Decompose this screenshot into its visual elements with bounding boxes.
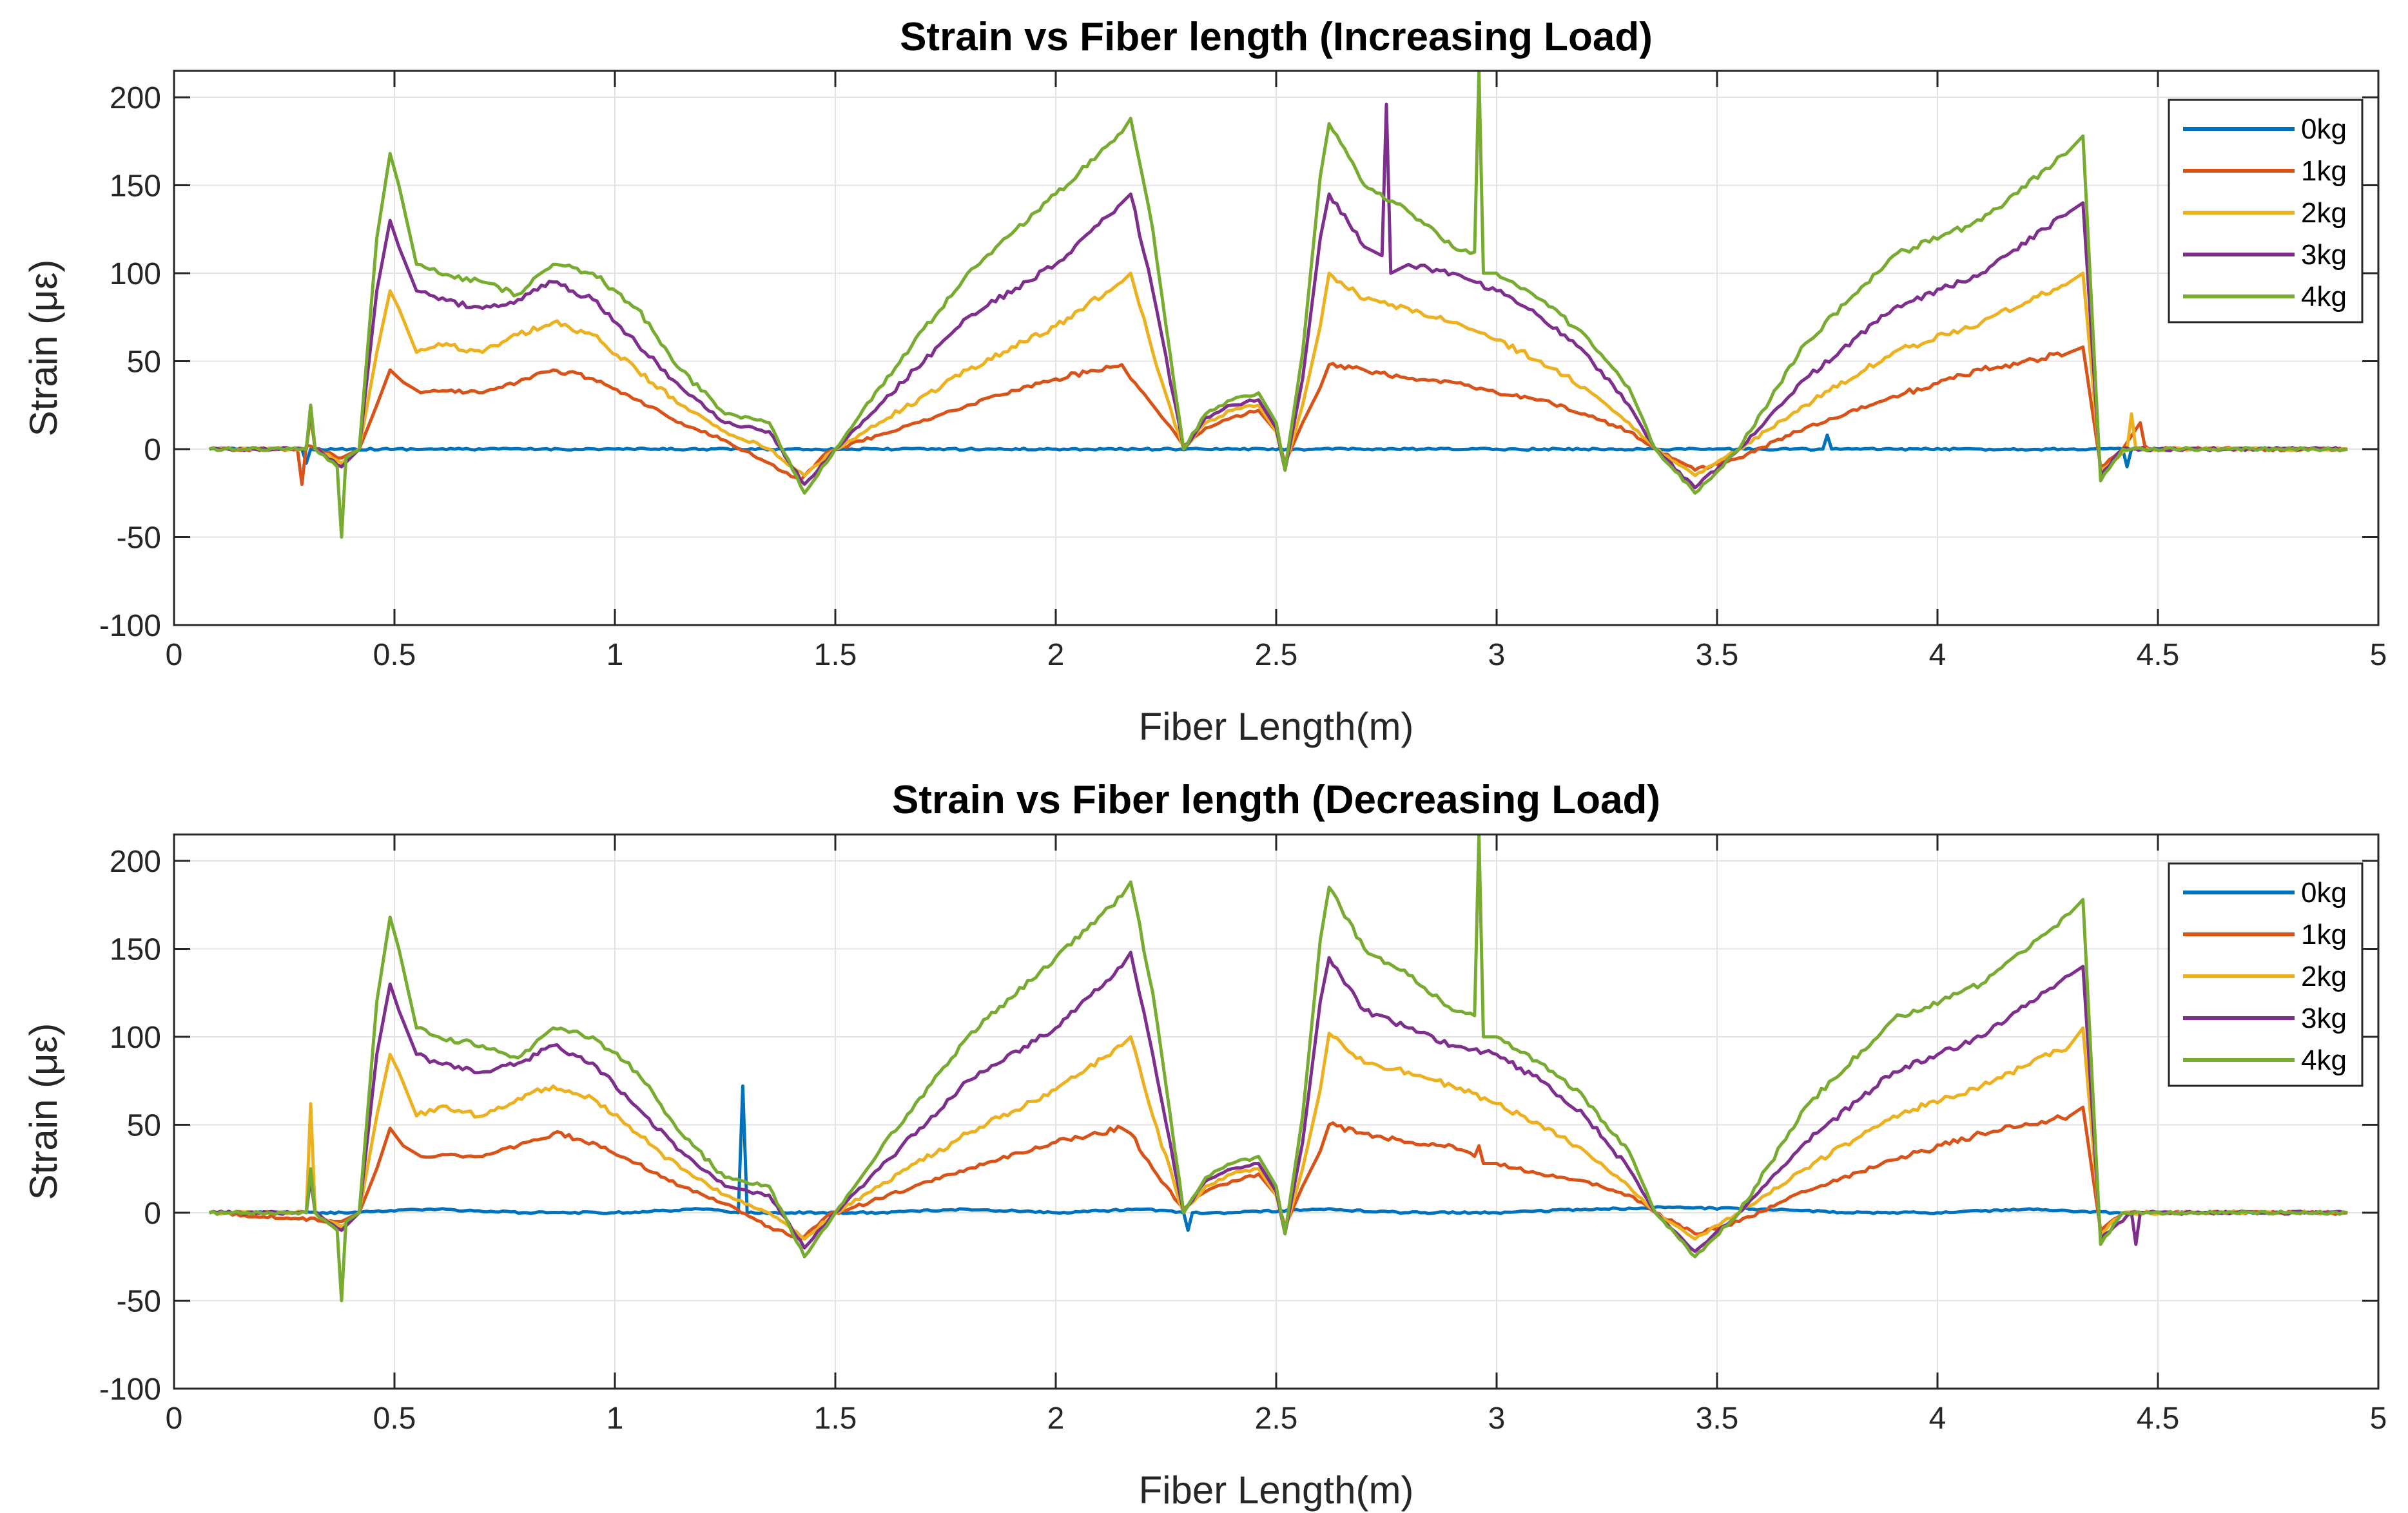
- series-group: [208, 834, 2348, 1302]
- y-tick-label: 0: [144, 433, 161, 467]
- x-axis-label: Fiber Length(m): [1139, 1469, 1414, 1512]
- legend-label: 0kg: [2301, 113, 2347, 145]
- chart-title: Strain vs Fiber length (Increasing Load): [900, 15, 1653, 59]
- legend-label: 2kg: [2301, 197, 2347, 229]
- legend-label: 4kg: [2301, 1045, 2347, 1076]
- x-tick-label: 1: [607, 1402, 624, 1436]
- y-axis-label: Strain (με): [22, 260, 65, 437]
- legend-label: 2kg: [2301, 961, 2347, 992]
- legend-label: 4kg: [2301, 281, 2347, 313]
- y-tick-label: 200: [110, 81, 161, 115]
- legend: 0kg 1kg 2kg 3kg 4kg: [2168, 99, 2364, 323]
- x-tick-label: 0: [166, 1402, 183, 1436]
- x-tick-label: 2.5: [1255, 1402, 1298, 1436]
- x-tick-label: 3.5: [1696, 638, 1739, 672]
- x-axis-label: Fiber Length(m): [1139, 705, 1414, 748]
- x-tick-label: 3.5: [1696, 1402, 1739, 1436]
- x-tick-label: 2: [1047, 1402, 1065, 1436]
- x-tick-label: 4: [1929, 638, 1947, 672]
- x-tick-label: 3: [1488, 1402, 1506, 1436]
- y-tick-label: 50: [127, 345, 161, 379]
- legend-label: 0kg: [2301, 877, 2347, 909]
- x-tick-label: 4.5: [2137, 638, 2180, 672]
- legend-label: 1kg: [2301, 919, 2347, 950]
- y-tick-label: 150: [110, 932, 161, 967]
- chart-panel-2: 0 0.5 1 1.5 2 2.5 3 3.5 4 4.5 5 -100 -50 0 50 100 150 200…: [22, 778, 2387, 1512]
- legend-label: 3kg: [2301, 1003, 2347, 1034]
- legend-label: 3kg: [2301, 239, 2347, 271]
- chart-panel-1: 0 0.5 1 1.5 2 2.5 3 3.5 4 4.5 5 -100 -50 0 50 100 150 200…: [22, 15, 2387, 748]
- y-tick-label: 200: [110, 845, 161, 879]
- series-line-4kg: [208, 834, 2348, 1302]
- legend-label: 1kg: [2301, 155, 2347, 187]
- series-line-0kg: [209, 433, 2348, 468]
- series-group: [208, 71, 2348, 539]
- x-tick-label: 3: [1488, 638, 1506, 672]
- y-tick-label: 100: [110, 257, 161, 291]
- x-tick-label: 4.5: [2137, 1402, 2180, 1436]
- y-axis-label: Strain (με): [22, 1023, 65, 1200]
- y-tick-label: 0: [144, 1197, 161, 1231]
- legend: 0kg 1kg 2kg 3kg 4kg: [2168, 862, 2364, 1087]
- y-tick-label: 150: [110, 169, 161, 203]
- chart-title: Strain vs Fiber length (Decreasing Load): [892, 778, 1660, 822]
- x-tick-label: 1: [607, 638, 624, 672]
- x-tick-label: 4: [1929, 1402, 1947, 1436]
- x-tick-label: 1.5: [814, 638, 857, 672]
- ticks: 0 0.5 1 1.5 2 2.5 3 3.5 4 4.5 5 -100 -50 0 50 100 150 200: [99, 834, 2387, 1436]
- y-tick-label: -50: [117, 521, 161, 555]
- y-tick-label: -100: [99, 609, 161, 643]
- x-tick-label: 1.5: [814, 1402, 857, 1436]
- x-tick-label: 5: [2370, 638, 2387, 672]
- x-tick-label: 2.5: [1255, 638, 1298, 672]
- series-line-0kg: [209, 1084, 2348, 1232]
- x-tick-label: 0.5: [373, 1402, 416, 1436]
- y-tick-label: 100: [110, 1021, 161, 1055]
- x-tick-label: 2: [1047, 638, 1065, 672]
- x-tick-label: 5: [2370, 1402, 2387, 1436]
- ticks: 0 0.5 1 1.5 2 2.5 3 3.5 4 4.5 5 -100 -50 0 50 100 150 200: [99, 71, 2387, 672]
- y-tick-label: 50: [127, 1108, 161, 1142]
- x-tick-label: 0.5: [373, 638, 416, 672]
- y-tick-label: -50: [117, 1284, 161, 1318]
- y-tick-label: -100: [99, 1373, 161, 1407]
- x-tick-label: 0: [166, 638, 183, 672]
- series-line-4kg: [208, 71, 2348, 539]
